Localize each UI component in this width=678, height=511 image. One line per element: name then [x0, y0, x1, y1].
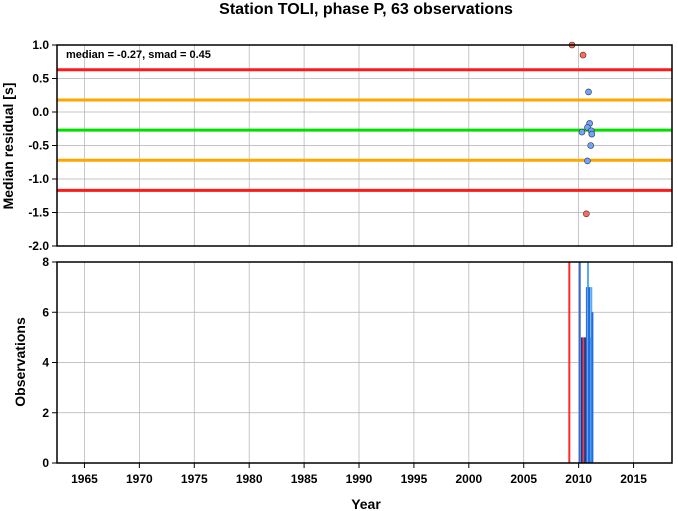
chart-title: Station TOLI, phase P, 63 observations [219, 1, 513, 18]
residual-point [583, 210, 590, 218]
observation-bar [580, 337, 583, 463]
residual-point [588, 130, 596, 138]
x-tick-label: 1975 [181, 472, 208, 486]
residual-point [587, 142, 595, 149]
observation-bar [584, 337, 587, 463]
observation-bar [590, 287, 593, 463]
observation-bar [586, 262, 589, 463]
residual-point [579, 51, 587, 59]
observations-y-tick-label: 6 [42, 305, 49, 319]
residual-y-tick-label: -1.0 [28, 172, 49, 186]
median-annotation: median = -0.27, smad = 0.45 [66, 49, 211, 61]
residual-y-tick-label: -2.0 [28, 239, 49, 253]
observations-y-tick-label: 8 [42, 255, 49, 269]
residual-y-axis-label: Median residual [s] [0, 83, 16, 210]
x-tick-label: 1985 [291, 472, 318, 486]
x-tick-label: 1965 [71, 472, 98, 486]
residual-panel: 1.0 0.5 0.0 -0.5 -1.0 -1.5 -2.0 median = -0.27… [0, 38, 673, 253]
x-tick-label: 2015 [620, 472, 647, 486]
residual-y-tick-label: -0.5 [28, 139, 49, 153]
residual-point [585, 88, 592, 96]
residual-y-tick-label: -1.5 [28, 206, 49, 220]
observations-y-tick-label: 2 [42, 406, 49, 420]
x-tick-label: 1995 [401, 472, 428, 486]
observation-bar [589, 337, 592, 463]
residual-y-tick-label: 0.0 [32, 105, 49, 119]
residual-points [568, 41, 596, 218]
residual-threshold-lines [57, 68, 672, 192]
observations-y-tick-label: 4 [42, 356, 49, 370]
x-tick-label: 1970 [126, 472, 153, 486]
observations-y-axis-label: Observations [12, 317, 28, 407]
x-tick-label: 2010 [565, 472, 592, 486]
residual-y-tick-label: 1.0 [32, 38, 49, 52]
observation-bar [591, 312, 594, 463]
observations-panel: 0 2 4 6 8 1965 1970 1975 1980 1985 1990 1995 2000 20… [12, 255, 673, 511]
x-tick-label: 1980 [236, 472, 263, 486]
residual-point [578, 128, 586, 136]
residual-y-ticks: 1.0 0.5 0.0 -0.5 -1.0 -1.5 -2.0 [28, 38, 57, 253]
observation-bar [582, 337, 585, 463]
x-axis-label: Year [351, 496, 381, 511]
x-tick-label: 2005 [510, 472, 537, 486]
residual-y-tick-label: 0.5 [32, 72, 49, 86]
x-tick-label: 2000 [455, 472, 482, 486]
observation-bar [585, 287, 588, 463]
observation-bar [588, 287, 591, 463]
observation-bar [578, 262, 581, 463]
observations-y-ticks: 0 2 4 6 8 [42, 255, 57, 470]
x-tick-label: 1990 [346, 472, 373, 486]
observations-x-ticks: 1965 1970 1975 1980 1985 1990 1995 2000 2005 2010… [71, 463, 647, 486]
observation-bar [568, 262, 571, 463]
residual-point [584, 157, 591, 165]
observations-y-tick-label: 0 [42, 456, 49, 470]
observations-bars [568, 262, 594, 463]
